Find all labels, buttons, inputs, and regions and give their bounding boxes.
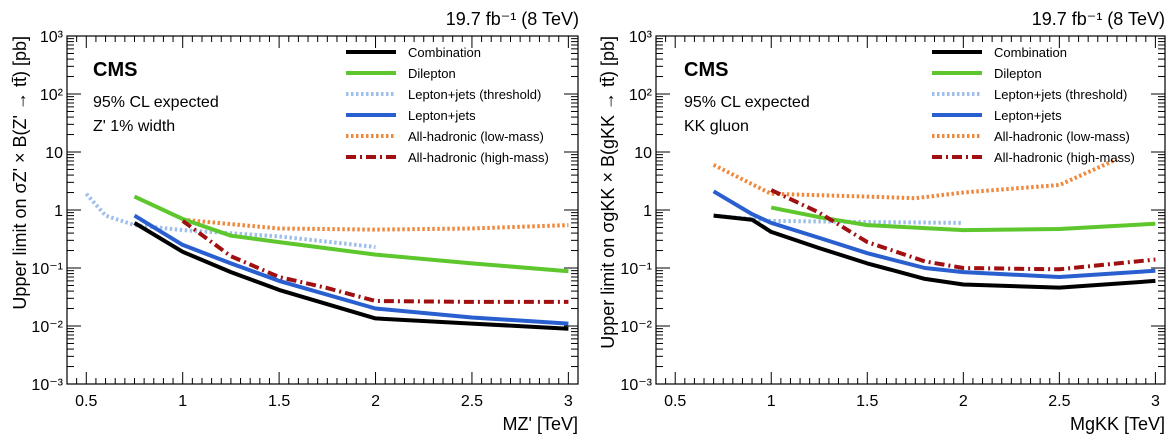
y-tick-label: 10⁻³	[31, 377, 63, 394]
legend-label: Dilepton	[994, 66, 1042, 81]
experiment-label: CMS	[684, 59, 728, 81]
y-tick-label: 1	[54, 203, 63, 220]
y-tick-label: 10²	[40, 87, 64, 104]
series-line-lepton-jets-threshold	[84, 192, 376, 249]
x-tick-label: 3	[564, 393, 573, 410]
series-line-all-hadronic-high-mass	[181, 219, 569, 304]
axis-ticks: 0.5 1 1.5 2 2.5 3 10⁻³ 10⁻² 10⁻¹ 1 10 10² 10³	[31, 29, 579, 410]
legend-label: Lepton+jets (threshold)	[994, 87, 1127, 102]
series-lines	[712, 157, 1156, 290]
series-line-all-hadronic-high-mass	[770, 188, 1156, 272]
x-tick-label: 2	[959, 393, 968, 410]
x-axis-label: MgKK [TeV]	[1070, 414, 1165, 434]
x-tick-label: 1	[178, 393, 187, 410]
chart-panel-kkgluon: 19.7 fb⁻¹ (8 TeV) CMS 95% CL expected KK…	[598, 9, 1166, 434]
legend-label: All-hadronic (low-mass)	[408, 129, 544, 144]
x-tick-label: 1.5	[856, 393, 878, 410]
legend-label: Lepton+jets	[994, 108, 1062, 123]
x-tick-label: 1	[767, 393, 776, 410]
x-tick-label: 0.5	[664, 393, 686, 410]
x-tick-label: 3	[1151, 393, 1160, 410]
y-axis-label: Upper limit on σgKK × B(gKK → tt̄) [pb]	[598, 36, 618, 349]
x-tick-label: 2	[371, 393, 380, 410]
series-line-combination	[133, 221, 569, 331]
series-line-lepton-jets	[712, 189, 1156, 279]
legend-label: Combination	[994, 45, 1067, 60]
series-line-dilepton	[133, 194, 569, 274]
x-tick-label: 0.5	[75, 393, 97, 410]
y-tick-label: 10⁻²	[620, 319, 652, 336]
y-tick-label: 10⁻¹	[620, 261, 652, 278]
annotation-cl: 95% CL expected	[93, 94, 219, 111]
y-tick-label: 10⁻²	[31, 319, 63, 336]
y-tick-label: 10³	[40, 29, 64, 46]
series-lines	[84, 192, 569, 331]
experiment-label: CMS	[93, 59, 137, 81]
x-tick-label: 2.5	[461, 393, 483, 410]
series-line-combination	[713, 213, 1156, 290]
y-tick-label: 10	[45, 145, 63, 162]
y-axis-label: Upper limit on σZ' × B(Z' → tt̄) [pb]	[10, 36, 30, 310]
legend-label: Dilepton	[408, 66, 456, 81]
y-tick-label: 1	[643, 203, 652, 220]
annotation-model: Z' 1% width	[93, 118, 175, 135]
legend-label: All-hadronic (high-mass)	[408, 150, 549, 165]
annotation-model: KK gluon	[684, 118, 749, 135]
chart-panel-zprime: 19.7 fb⁻¹ (8 TeV) CMS 95% CL expected Z'…	[10, 9, 579, 434]
y-tick-label: 10⁻³	[620, 377, 652, 394]
series-line-dilepton	[770, 205, 1156, 233]
legend-label: Lepton+jets (threshold)	[408, 87, 541, 102]
lumi-label: 19.7 fb⁻¹ (8 TeV)	[446, 9, 579, 29]
legend-label: Lepton+jets	[408, 108, 476, 123]
lumi-label: 19.7 fb⁻¹ (8 TeV)	[1032, 9, 1165, 29]
y-tick-label: 10⁻¹	[31, 261, 63, 278]
annotation-cl: 95% CL expected	[684, 94, 810, 111]
legend-label: All-hadronic (high-mass)	[994, 150, 1135, 165]
series-line-all-hadronic-low-mass	[182, 217, 569, 232]
y-tick-label: 10³	[629, 29, 653, 46]
y-tick-label: 10	[634, 145, 652, 162]
x-tick-label: 2.5	[1048, 393, 1070, 410]
x-axis-label: MZ' [TeV]	[503, 414, 578, 434]
series-line-lepton-jets	[133, 213, 569, 326]
axis-ticks: 0.5 1 1.5 2 2.5 3 10⁻³ 10⁻² 10⁻¹ 1 10 10² 10³	[620, 29, 1166, 410]
y-tick-label: 10²	[629, 87, 653, 104]
legend: Combination Dilepton Lepton+jets (threshol…	[346, 45, 549, 165]
x-tick-label: 1.5	[268, 393, 290, 410]
legend-label: Combination	[408, 45, 481, 60]
legend: Combination Dilepton Lepton+jets (threshol…	[932, 45, 1135, 165]
legend-label: All-hadronic (low-mass)	[994, 129, 1130, 144]
